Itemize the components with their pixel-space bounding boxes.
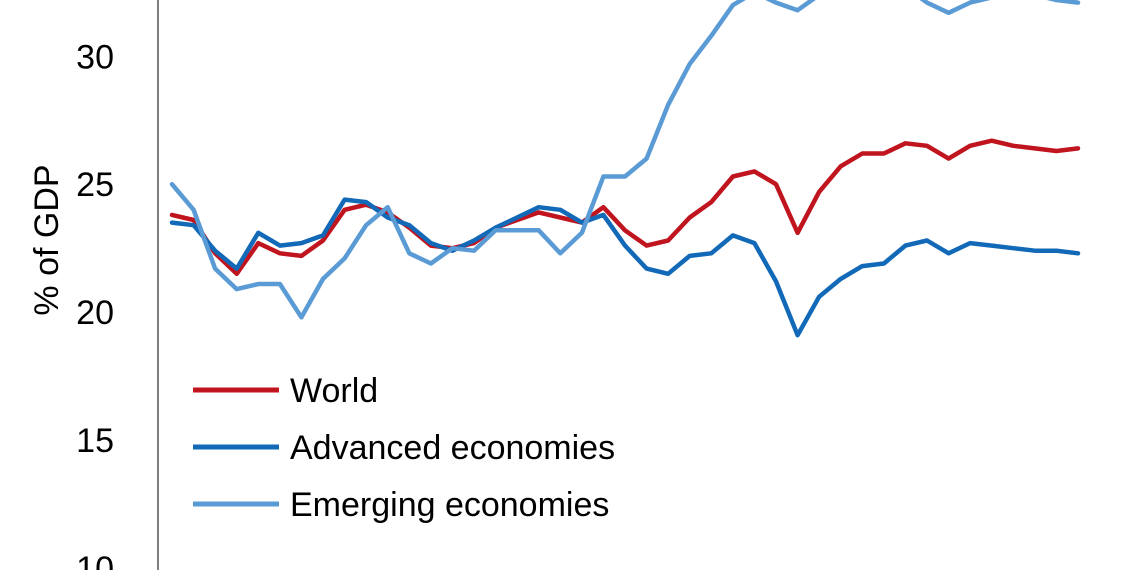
legend-label: World <box>290 372 378 410</box>
y-tick-labels: 10 15 20 25 30 <box>76 38 114 570</box>
y-tick-label: 15 <box>76 422 114 460</box>
legend-item-world: World <box>193 372 378 410</box>
legend-label: Advanced economies <box>290 429 615 467</box>
y-axis-title: % of GDP <box>28 164 66 315</box>
legend-label: Emerging economies <box>290 486 609 524</box>
legend-item-advanced-economies: Advanced economies <box>193 429 615 467</box>
series-line-world <box>169 138 1081 277</box>
y-tick-label: 20 <box>76 294 114 332</box>
y-tick-label: 25 <box>76 166 114 204</box>
legend-item-emerging-economies: Emerging economies <box>193 486 609 524</box>
legend: World Advanced economies Emerging economie… <box>193 372 615 524</box>
series-lines <box>169 0 1081 338</box>
series-line-emerging-economies <box>169 0 1081 320</box>
series-line-advanced-economies <box>169 197 1081 338</box>
y-tick-label: 10 <box>76 550 114 570</box>
y-axis: 10 15 20 25 30 <box>76 0 159 570</box>
y-tick-label: 30 <box>76 38 114 76</box>
